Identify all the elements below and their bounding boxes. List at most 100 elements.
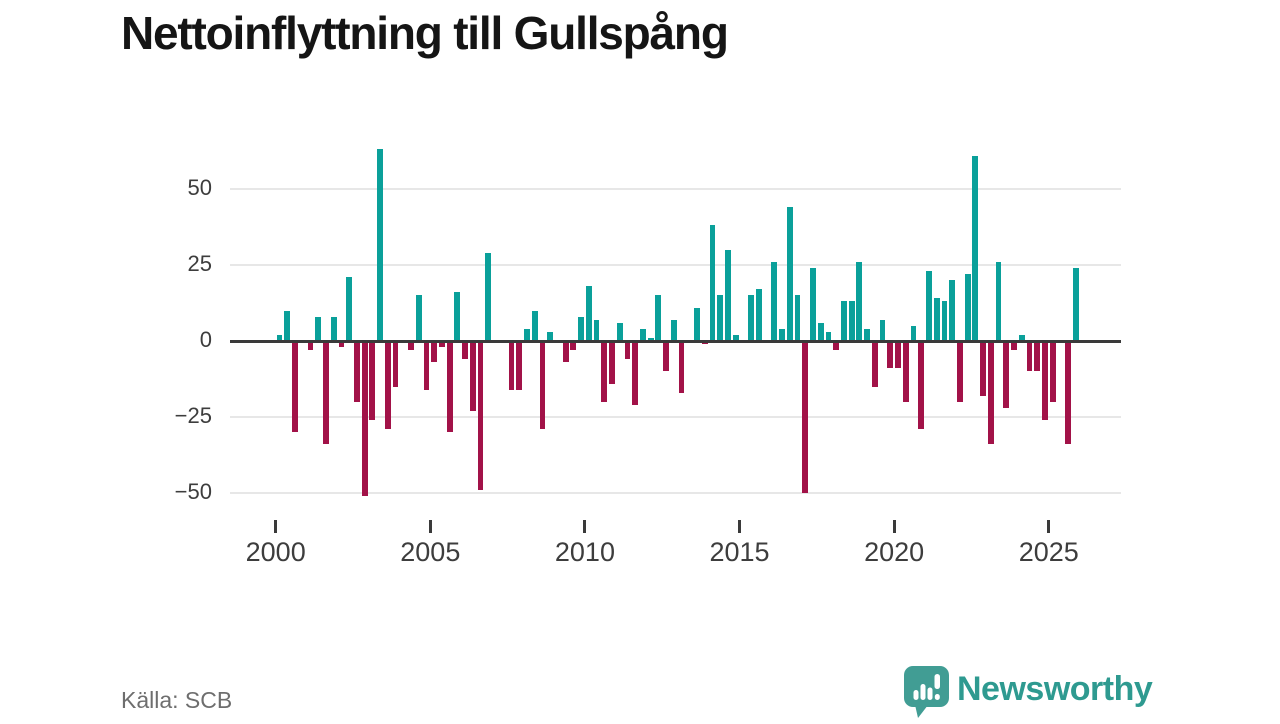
bar-2025-q3	[1065, 341, 1072, 445]
bar-2024-q2	[1026, 341, 1033, 372]
chart-title: Nettoinflyttning till Gullspång	[121, 7, 729, 59]
bar-2019-q4	[887, 341, 894, 369]
bar-2008-q2	[531, 310, 538, 341]
bar-2020-q3	[910, 325, 917, 341]
x-axis-label-2010: 2010	[554, 537, 615, 567]
x-tick-mark-2015	[738, 520, 742, 533]
bar-2015-q3	[755, 289, 762, 341]
bar-2014-q4	[732, 334, 739, 341]
gridline--50	[230, 492, 1121, 494]
bar-2019-q2	[871, 341, 878, 387]
bar-2021-q3	[941, 301, 948, 341]
bar-chart-plot-area: 2000 2005 2010 2015 2020 2025	[230, 130, 1121, 600]
bar-2002-q4	[361, 341, 368, 497]
bar-2017-q1	[802, 341, 809, 493]
bar-2006-q4	[485, 252, 492, 341]
bar-2002-q1	[338, 341, 345, 348]
bar-2002-q2	[346, 277, 353, 341]
bar-2023-q1	[987, 341, 994, 445]
bar-2018-q2	[841, 301, 847, 341]
x-axis-label-2020: 2020	[864, 537, 925, 567]
bar-2015-q2	[748, 295, 755, 341]
bar-2022-q3	[972, 155, 979, 341]
bar-2022-q2	[964, 274, 971, 341]
newsworthy-wordmark: Newsworthy	[957, 670, 1153, 708]
y-axis-label: 0	[199, 327, 212, 352]
bar-2016-q1	[771, 261, 778, 341]
bar-2010-q3	[601, 341, 608, 402]
bar-2005-q4	[454, 292, 461, 341]
bar-2013-q1	[678, 341, 685, 393]
bar-2020-q2	[902, 341, 909, 402]
bar-2021-q4	[949, 280, 956, 341]
bar-2008-q3	[539, 341, 546, 430]
bar-2004-q2	[408, 341, 414, 351]
bar-2014-q3	[725, 249, 731, 341]
bar-2018-q3	[848, 301, 855, 341]
bar-2017-q3	[817, 322, 824, 341]
bar-2022-q1	[956, 341, 963, 402]
bar-2011-q2	[624, 341, 631, 360]
bar-2025-q1	[1049, 341, 1056, 402]
bar-2011-q3	[632, 341, 639, 405]
x-tick-mark-2000	[274, 520, 278, 533]
bar-2001-q1	[307, 341, 314, 351]
x-tick-mark-2025	[1047, 520, 1051, 533]
bar-2008-q1	[524, 328, 530, 341]
x-axis-label-2000: 2000	[245, 537, 306, 567]
bar-2013-q3	[694, 307, 700, 341]
bar-2005-q1	[431, 341, 438, 363]
y-axis-label: 25	[187, 251, 212, 276]
bar-2019-q1	[864, 328, 871, 341]
bar-2020-q4	[918, 341, 925, 430]
bar-2023-q2	[995, 261, 1002, 341]
bar-2019-q3	[879, 319, 886, 341]
gridline--25	[230, 416, 1121, 418]
bar-2006-q2	[469, 341, 476, 411]
y-axis-label: −25	[174, 403, 212, 428]
gridline-25	[230, 264, 1121, 266]
bar-2007-q4	[516, 341, 523, 390]
bar-2022-q4	[980, 341, 986, 396]
bar-2017-q2	[810, 268, 816, 341]
bar-2010-q4	[609, 341, 615, 384]
x-axis-label-2025: 2025	[1018, 537, 1079, 567]
bar-2003-q4	[392, 341, 399, 387]
bar-2013-q4	[701, 341, 708, 345]
speech-bubble-bar-chart-icon	[904, 666, 949, 718]
bar-2016-q3	[786, 207, 793, 341]
bar-2010-q1	[585, 286, 592, 341]
bar-2017-q4	[825, 331, 832, 341]
bar-2009-q3	[570, 341, 577, 351]
bar-2009-q4	[578, 316, 584, 341]
x-tick-mark-2020	[892, 520, 896, 533]
y-axis-label: −50	[174, 479, 212, 504]
bar-2006-q3	[477, 341, 484, 490]
bar-2003-q2	[377, 149, 383, 341]
bar-2020-q1	[895, 341, 901, 369]
bar-2014-q2	[717, 295, 724, 341]
bar-2007-q3	[508, 341, 515, 390]
bar-2004-q3	[415, 295, 422, 341]
bar-2018-q1	[833, 341, 840, 351]
bar-2001-q4	[330, 316, 337, 341]
bar-2025-q4	[1072, 268, 1079, 341]
bar-2012-q2	[655, 295, 662, 341]
bar-2024-q1	[1018, 334, 1025, 341]
gridline-50	[230, 188, 1121, 190]
x-axis-label-2005: 2005	[400, 537, 461, 567]
bar-2006-q1	[462, 341, 468, 360]
source-text: Källa: SCB	[121, 687, 233, 713]
x-axis-label-2015: 2015	[709, 537, 770, 567]
bar-2012-q1	[647, 337, 654, 341]
bar-2003-q1	[369, 341, 376, 421]
y-axis-label: 50	[187, 175, 212, 200]
bar-2004-q4	[423, 341, 430, 390]
bar-2000-q2	[284, 310, 291, 341]
bar-2023-q4	[1011, 341, 1017, 351]
bar-2016-q2	[779, 328, 785, 341]
bar-2011-q1	[616, 322, 623, 341]
bar-2000-q1	[276, 334, 283, 341]
bar-2021-q1	[926, 271, 932, 341]
bar-2005-q3	[446, 341, 453, 433]
